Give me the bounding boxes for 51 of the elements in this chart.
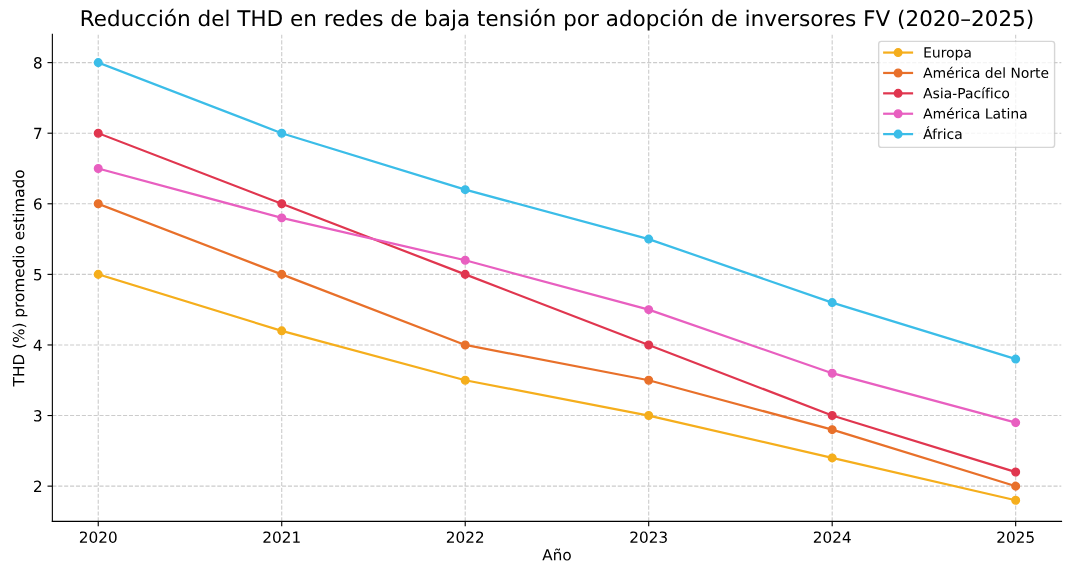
legend-label: América Latina <box>923 107 1027 119</box>
x-axis-title: Año <box>542 548 571 561</box>
x-tick-label: 2024 <box>813 531 851 543</box>
point <box>277 213 287 223</box>
legend-label: Europa <box>924 47 971 61</box>
x-tick-label: 2025 <box>997 531 1034 543</box>
point <box>93 163 103 174</box>
y-tick-label: 4 <box>33 339 42 351</box>
x-tick-label: 2021 <box>263 531 300 543</box>
point <box>460 269 470 279</box>
point <box>827 298 837 308</box>
point <box>644 411 654 421</box>
point <box>644 340 654 350</box>
y-tick-label: 8 <box>33 57 42 69</box>
point <box>1011 467 1021 477</box>
y-tick-label: 5 <box>34 269 42 281</box>
point <box>827 368 837 378</box>
point <box>644 234 654 244</box>
point <box>277 326 287 336</box>
point <box>460 375 470 385</box>
y-tick-label: 3 <box>34 410 42 422</box>
point <box>277 269 287 279</box>
point <box>460 185 470 195</box>
point <box>1011 481 1021 491</box>
point <box>93 128 103 138</box>
point <box>644 375 654 385</box>
point <box>644 305 654 315</box>
point <box>93 269 103 279</box>
point <box>827 411 837 421</box>
point <box>1011 418 1021 428</box>
point <box>460 255 470 265</box>
point <box>277 128 287 138</box>
y-tick-label: 2 <box>34 480 42 492</box>
point <box>93 58 103 68</box>
point <box>827 425 837 435</box>
point <box>277 199 287 209</box>
point <box>1011 354 1021 364</box>
y-axis-title: THD (%) promedio estimado <box>12 170 28 387</box>
legend-label: África <box>923 126 962 140</box>
legend-label: Asia-Pacífico <box>923 87 1010 99</box>
y-tick-label: 6 <box>33 198 42 210</box>
x-tick-label: 2023 <box>630 531 667 543</box>
point <box>827 453 837 463</box>
x-tick-label: 2020 <box>79 531 117 543</box>
chart-title: Reducción del THD en redes de baja tensión por adopción de inversores FV (2020–2025) <box>81 8 1033 31</box>
point <box>460 340 470 350</box>
x-tick-label: 2022 <box>446 531 484 543</box>
point <box>1011 495 1021 505</box>
y-tick-label: 7 <box>34 127 42 140</box>
legend-label: América del Norte <box>923 66 1049 79</box>
point <box>93 199 103 209</box>
